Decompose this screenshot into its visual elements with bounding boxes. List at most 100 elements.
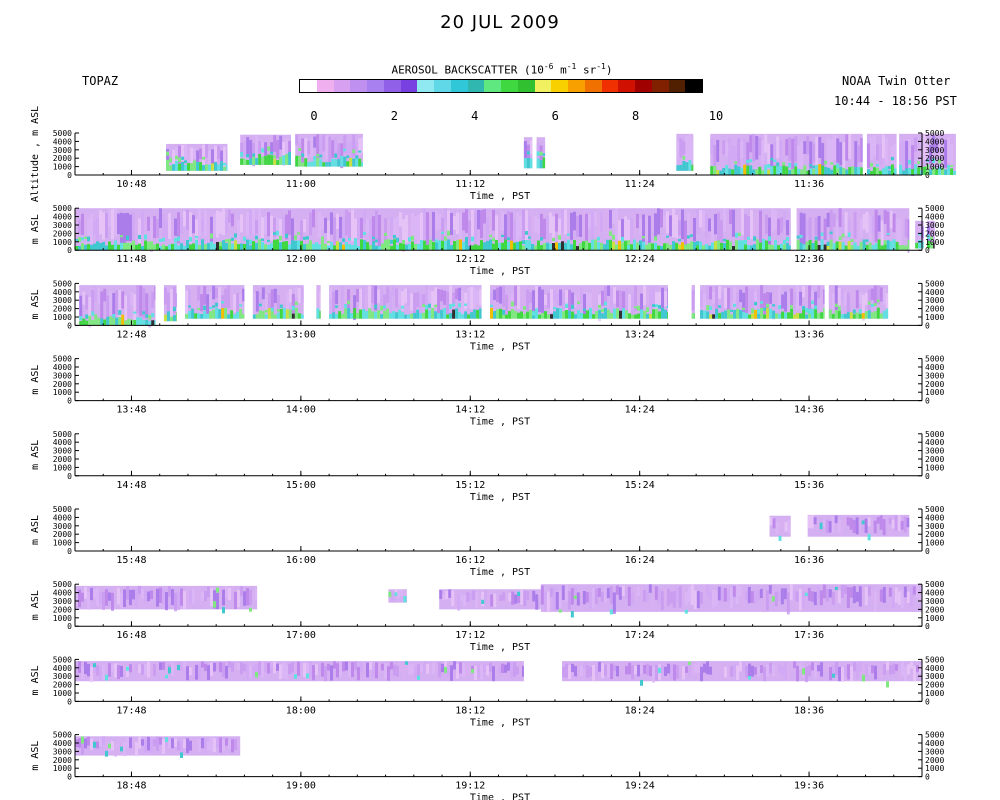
backscatter-cell <box>856 209 860 242</box>
backscatter-cell <box>222 739 225 752</box>
backscatter-cell <box>567 591 571 610</box>
backscatter-cell <box>544 311 548 319</box>
backscatter-cell <box>501 234 504 238</box>
backscatter-cell <box>346 161 350 167</box>
backscatter-cell <box>755 169 759 175</box>
y-tick-label: 1000 <box>925 163 944 172</box>
backscatter-cell <box>237 589 240 608</box>
backscatter-cell <box>201 738 204 749</box>
backscatter-cell <box>163 314 167 322</box>
backscatter-cell <box>868 666 872 675</box>
backscatter-cell <box>193 160 197 171</box>
backscatter-cell <box>495 215 498 243</box>
backscatter-cell <box>147 241 150 251</box>
backscatter-cell <box>769 292 773 304</box>
backscatter-cell <box>291 662 294 673</box>
backscatter-cell <box>180 217 183 234</box>
backscatter-cell <box>570 588 574 605</box>
backscatter-cell <box>740 141 744 159</box>
backscatter-cell <box>319 159 323 167</box>
y-tick-label: 0 <box>925 773 930 782</box>
backscatter-cell <box>393 234 396 239</box>
backscatter-cell <box>156 736 159 751</box>
backscatter-cell <box>84 236 87 239</box>
backscatter-cell <box>452 292 456 305</box>
backscatter-cell <box>145 293 149 319</box>
backscatter-cell <box>496 309 500 319</box>
backscatter-cell <box>212 309 216 319</box>
backscatter-cell <box>219 737 222 753</box>
backscatter-cell <box>886 232 890 235</box>
backscatter-cell <box>237 244 240 251</box>
backscatter-cell <box>637 664 641 677</box>
backscatter-cell <box>304 158 308 167</box>
backscatter-cell <box>735 220 738 236</box>
backscatter-cell <box>775 313 779 319</box>
backscatter-cell <box>802 309 806 319</box>
backscatter-cell <box>261 156 265 165</box>
backscatter-cell <box>390 245 393 251</box>
backscatter-cell <box>612 211 615 224</box>
backscatter-cell <box>425 285 429 306</box>
backscatter-cell <box>766 303 770 308</box>
backscatter-cell <box>571 292 575 305</box>
backscatter-cell <box>214 162 218 171</box>
backscatter-cell <box>463 595 467 607</box>
backscatter-cell <box>622 665 626 675</box>
backscatter-cell <box>211 163 215 171</box>
backscatter-cell <box>826 212 830 228</box>
backscatter-cell <box>523 158 527 169</box>
backscatter-cell <box>669 591 673 604</box>
backscatter-cell <box>285 291 289 313</box>
y-tick-label: 5000 <box>925 279 944 288</box>
backscatter-cell <box>555 242 558 251</box>
backscatter-cell <box>878 144 882 165</box>
backscatter-cell <box>724 287 728 309</box>
backscatter-cell <box>258 141 262 165</box>
backscatter-cell <box>358 158 362 167</box>
backscatter-cell <box>169 289 173 318</box>
backscatter-cell <box>380 305 384 311</box>
backscatter-cell <box>462 663 465 678</box>
y-tick-label: 1000 <box>925 388 944 397</box>
backscatter-cell <box>761 170 765 175</box>
backscatter-cell <box>282 216 285 234</box>
y-tick-label: 2000 <box>925 530 944 539</box>
backscatter-cell <box>763 666 767 682</box>
colorbar-segment <box>501 80 518 92</box>
backscatter-cell <box>217 145 221 160</box>
backscatter-cell <box>558 609 562 613</box>
y-tick-label: 3000 <box>53 146 72 155</box>
backscatter-cell <box>865 211 869 233</box>
backscatter-cell <box>239 308 243 319</box>
backscatter-cell <box>771 596 775 602</box>
backscatter-cell <box>276 160 280 165</box>
backscatter-cell <box>288 309 292 319</box>
backscatter-cell <box>138 736 141 749</box>
backscatter-cell <box>532 314 536 319</box>
backscatter-cell <box>194 313 198 319</box>
backscatter-cell <box>651 243 654 251</box>
backscatter-cell <box>746 165 750 175</box>
backscatter-cell <box>114 586 117 595</box>
backscatter-cell <box>210 241 213 251</box>
backscatter-cell <box>88 297 92 328</box>
backscatter-cell <box>619 290 623 314</box>
backscatter-cell <box>498 242 501 251</box>
backscatter-cell <box>740 167 744 175</box>
backscatter-cell <box>105 213 108 238</box>
backscatter-cell <box>772 304 776 307</box>
x-tick-label: 18:12 <box>455 705 485 716</box>
backscatter-cell <box>203 311 207 319</box>
backscatter-cell <box>126 736 129 749</box>
backscatter-cell <box>222 240 225 251</box>
backscatter-cell <box>78 661 81 674</box>
backscatter-cell <box>445 590 449 600</box>
backscatter-cell <box>264 244 267 251</box>
backscatter-cell <box>492 237 495 242</box>
backscatter-cell <box>778 313 782 319</box>
backscatter-cell <box>538 286 542 313</box>
backscatter-cell <box>834 285 838 313</box>
y-tick-label: 3000 <box>53 597 72 606</box>
backscatter-cell <box>526 151 530 155</box>
